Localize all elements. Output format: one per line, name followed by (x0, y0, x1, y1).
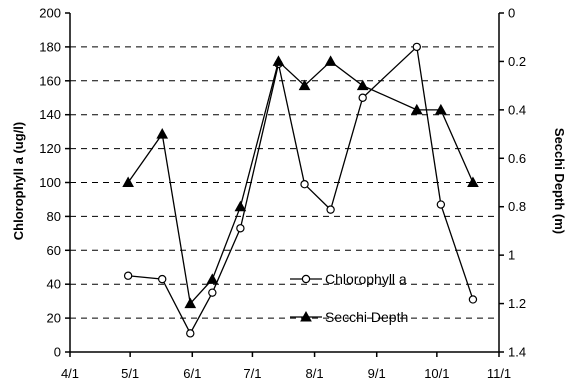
x-tick-label: 8/1 (306, 366, 324, 381)
data-point-secchi (122, 176, 134, 187)
data-point-secchi (234, 200, 247, 212)
legend-marker-secchi (300, 310, 312, 322)
series-line-secchi (127, 60, 474, 306)
x-tick-label: 10/1 (424, 366, 449, 381)
y-tick-label-left: 0 (54, 345, 61, 360)
data-point-chlorophyll (158, 274, 167, 284)
data-point-chlorophyll (412, 42, 422, 52)
y-tick-label-right: 1.2 (508, 296, 526, 311)
y-tick-label-right: 0.8 (508, 199, 526, 214)
y-tick-label-left: 80 (47, 209, 61, 224)
x-tick-label: 4/1 (61, 366, 79, 381)
data-point-secchi (272, 55, 285, 66)
data-point-chlorophyll (326, 205, 335, 214)
x-tick-label: 11/1 (487, 366, 511, 381)
data-point-chlorophyll (123, 271, 133, 280)
y-tick-label-left: 20 (47, 311, 61, 326)
series-layer (122, 42, 479, 338)
data-point-chlorophyll (208, 288, 217, 297)
legend: Chlorophyll a Secchi Depth (290, 271, 408, 325)
series-line-chlorophyll (128, 45, 474, 335)
data-point-chlorophyll (358, 93, 367, 102)
data-point-chlorophyll (186, 329, 195, 338)
y-axis-title-right: Secchi Depth (m) (552, 128, 567, 234)
legend-label-secchi: Secchi Depth (325, 309, 408, 325)
data-point-secchi (356, 79, 369, 91)
data-point-secchi (324, 55, 337, 66)
data-point-chlorophyll (236, 224, 245, 233)
legend-entry-chlorophyll: Chlorophyll a (290, 271, 407, 287)
y-tick-label-left: 60 (47, 243, 61, 258)
y-tick-label-right: 1.4 (508, 345, 526, 360)
data-point-chlorophyll (436, 200, 446, 209)
data-point-chlorophyll (468, 295, 478, 304)
x-tick-label: 5/1 (121, 366, 139, 381)
x-tick-label: 6/1 (183, 366, 201, 381)
data-point-secchi (184, 297, 197, 309)
y-tick-label-left: 160 (39, 73, 61, 88)
data-point-secchi (467, 176, 479, 187)
data-point-secchi (410, 103, 423, 115)
y-tick-label-right: 0.2 (508, 54, 526, 69)
axes: 0 20 40 60 80 100 120 140 160 180 200 0 0.2 0.4 0.6 0.8… (39, 6, 526, 382)
data-point-secchi (206, 273, 219, 284)
y-tick-label-right: 0.4 (508, 102, 526, 117)
y-tick-label-left: 40 (47, 277, 61, 292)
y-tick-label-left: 100 (39, 175, 61, 190)
x-tick-label: 9/1 (368, 366, 386, 381)
y-tick-label-right: 1 (508, 248, 515, 263)
y-tick-label-left: 120 (39, 141, 61, 156)
legend-marker-chlorophyll (301, 274, 311, 284)
y-tick-label-right: 0 (508, 6, 515, 21)
y-tick-label-left: 140 (39, 107, 61, 122)
data-point-secchi (156, 128, 169, 139)
y-axis-title-left: Chlorophyll a (ug/l) (11, 122, 26, 240)
series-secchi (122, 55, 479, 309)
data-point-chlorophyll (300, 179, 309, 189)
legend-label-chlorophyll: Chlorophyll a (325, 271, 407, 287)
x-tick-label: 7/1 (243, 366, 261, 381)
y-tick-label-left: 180 (39, 39, 61, 54)
y-tick-label-left: 200 (39, 6, 61, 21)
gridlines (70, 46, 499, 319)
data-point-secchi (435, 103, 447, 115)
legend-entry-secchi: Secchi Depth (290, 309, 408, 325)
y-tick-label-right: 0.6 (508, 151, 526, 166)
data-point-secchi (298, 79, 311, 91)
series-chlorophyll (123, 42, 478, 338)
